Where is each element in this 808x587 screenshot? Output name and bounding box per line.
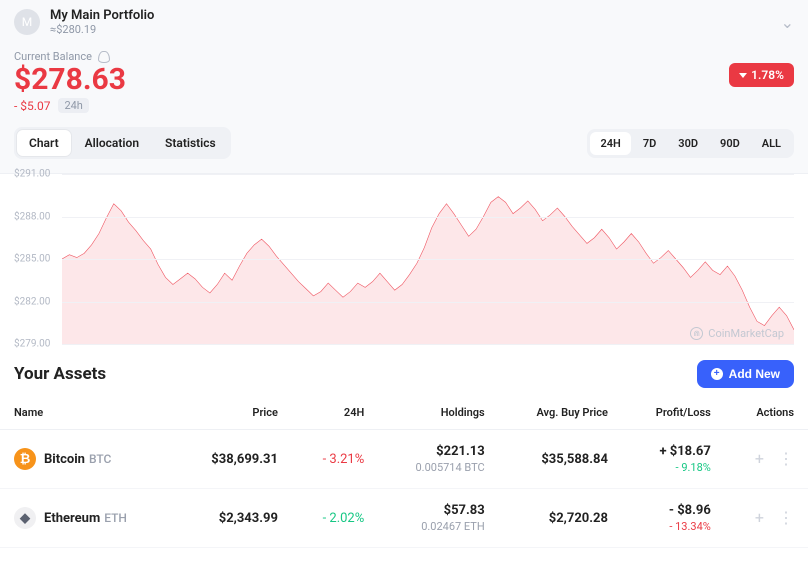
- tab-chart[interactable]: Chart: [17, 130, 71, 156]
- y-axis-label: $291.00: [14, 169, 50, 180]
- period-pill: 24h: [58, 98, 88, 113]
- col-holdings[interactable]: Holdings: [378, 396, 498, 430]
- range-7d[interactable]: 7D: [633, 132, 666, 155]
- balance-value: $278.63: [14, 63, 126, 96]
- change-percent-badge: 1.78%: [729, 63, 794, 87]
- price-cell: $38,699.31: [175, 430, 292, 489]
- y-axis-label: $285.00: [14, 254, 50, 265]
- chevron-down-icon[interactable]: ⌄: [781, 13, 794, 32]
- add-transaction-icon[interactable]: +: [755, 451, 764, 467]
- pnl-cell: + $18.67- 9.18%: [622, 430, 725, 489]
- holdings-cell: $221.130.005714 BTC: [378, 430, 498, 489]
- y-axis-label: $288.00: [14, 211, 50, 222]
- range-30d[interactable]: 30D: [668, 132, 708, 155]
- balance-chart: ⋒ CoinMarketCap $291.00$288.00$285.00$28…: [14, 174, 794, 344]
- assets-heading: Your Assets: [14, 364, 106, 384]
- portfolio-avatar: M: [14, 9, 40, 35]
- col-avg[interactable]: Avg. Buy Price: [499, 396, 622, 430]
- col-name[interactable]: Name: [0, 396, 175, 430]
- asset-name-cell: ₿BitcoinBTC: [14, 448, 161, 470]
- change-24h-cell: - 2.02%: [292, 489, 378, 548]
- y-axis-label: $279.00: [14, 339, 50, 350]
- chart-watermark: ⋒ CoinMarketCap: [690, 327, 784, 340]
- range-90d[interactable]: 90D: [710, 132, 750, 155]
- view-tabs: ChartAllocationStatistics: [14, 127, 231, 159]
- coin-icon: ◆: [14, 507, 36, 529]
- balance-change: - $5.07 24h: [14, 98, 126, 113]
- portfolio-selector[interactable]: M My Main Portfolio ≈$280.19 ⌄: [14, 8, 794, 36]
- col-actions: Actions: [725, 396, 808, 430]
- range-24h[interactable]: 24H: [590, 132, 630, 155]
- actions-cell: +⋮: [725, 489, 808, 548]
- portfolio-name: My Main Portfolio: [50, 8, 154, 23]
- col-pnl[interactable]: Profit/Loss: [622, 396, 725, 430]
- price-cell: $2,343.99: [175, 489, 292, 548]
- range-all[interactable]: ALL: [752, 132, 791, 155]
- col-24h[interactable]: 24H: [292, 396, 378, 430]
- actions-cell: +⋮: [725, 430, 808, 489]
- tab-statistics[interactable]: Statistics: [153, 130, 228, 156]
- avg-buy-cell: $2,720.28: [499, 489, 622, 548]
- add-new-button[interactable]: + Add New: [697, 360, 794, 388]
- more-icon[interactable]: ⋮: [778, 510, 794, 526]
- tab-allocation[interactable]: Allocation: [73, 130, 151, 156]
- eye-icon[interactable]: [98, 51, 110, 63]
- asset-name-cell: ◆EthereumETH: [14, 507, 161, 529]
- col-price[interactable]: Price: [175, 396, 292, 430]
- coin-icon: ₿: [14, 448, 36, 470]
- portfolio-subline: ≈$280.19: [50, 23, 154, 36]
- caret-down-icon: [739, 73, 747, 78]
- y-axis-label: $282.00: [14, 296, 50, 307]
- more-icon[interactable]: ⋮: [778, 451, 794, 467]
- current-balance-label: Current Balance: [14, 50, 794, 63]
- assets-table: Name Price 24H Holdings Avg. Buy Price P…: [0, 396, 808, 548]
- add-transaction-icon[interactable]: +: [755, 510, 764, 526]
- pnl-cell: - $8.96- 13.34%: [622, 489, 725, 548]
- holdings-cell: $57.830.02467 ETH: [378, 489, 498, 548]
- change-24h-cell: - 3.21%: [292, 430, 378, 489]
- table-row[interactable]: ₿BitcoinBTC $38,699.31- 3.21%$221.130.005…: [0, 430, 808, 489]
- coinmarketcap-icon: ⋒: [690, 327, 703, 340]
- plus-icon: +: [711, 368, 723, 380]
- range-tabs: 24H7D30D90DALL: [587, 129, 794, 158]
- table-row[interactable]: ◆EthereumETH $2,343.99- 2.02%$57.830.0246…: [0, 489, 808, 548]
- portfolio-header: M My Main Portfolio ≈$280.19 ⌄ Current B…: [0, 0, 808, 174]
- avg-buy-cell: $35,588.84: [499, 430, 622, 489]
